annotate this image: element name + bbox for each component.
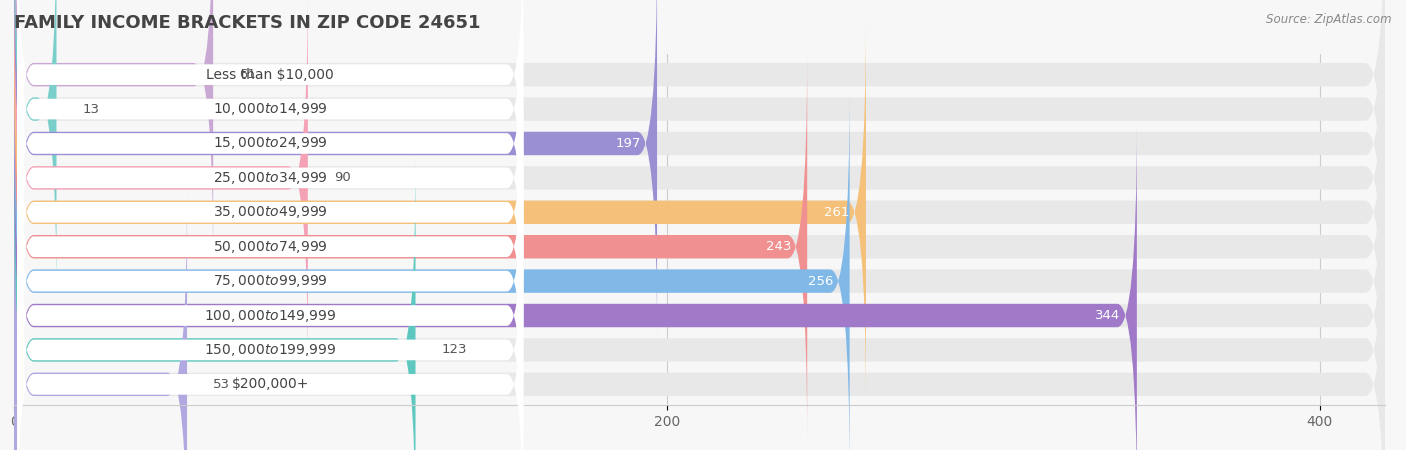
Text: 256: 256	[808, 274, 834, 288]
FancyBboxPatch shape	[14, 0, 657, 338]
FancyBboxPatch shape	[17, 50, 523, 374]
FancyBboxPatch shape	[17, 223, 523, 450]
Text: 90: 90	[335, 171, 350, 184]
Text: 123: 123	[441, 343, 467, 356]
FancyBboxPatch shape	[14, 0, 1385, 338]
FancyBboxPatch shape	[14, 189, 187, 450]
Text: 53: 53	[214, 378, 231, 391]
Text: $75,000 to $99,999: $75,000 to $99,999	[212, 273, 328, 289]
FancyBboxPatch shape	[14, 155, 1385, 450]
Text: $15,000 to $24,999: $15,000 to $24,999	[212, 135, 328, 152]
FancyBboxPatch shape	[17, 85, 523, 409]
Text: $150,000 to $199,999: $150,000 to $199,999	[204, 342, 336, 358]
FancyBboxPatch shape	[17, 119, 523, 443]
FancyBboxPatch shape	[14, 121, 1137, 450]
FancyBboxPatch shape	[14, 0, 214, 270]
FancyBboxPatch shape	[14, 189, 1385, 450]
FancyBboxPatch shape	[14, 52, 807, 441]
FancyBboxPatch shape	[14, 0, 1385, 304]
FancyBboxPatch shape	[14, 0, 1385, 270]
FancyBboxPatch shape	[14, 52, 1385, 441]
Text: Source: ZipAtlas.com: Source: ZipAtlas.com	[1267, 14, 1392, 27]
Text: 61: 61	[239, 68, 256, 81]
FancyBboxPatch shape	[17, 0, 523, 271]
Text: 197: 197	[616, 137, 641, 150]
FancyBboxPatch shape	[14, 0, 56, 304]
FancyBboxPatch shape	[14, 18, 866, 407]
Text: $100,000 to $149,999: $100,000 to $149,999	[204, 307, 336, 324]
FancyBboxPatch shape	[14, 18, 1385, 407]
Text: $200,000+: $200,000+	[232, 378, 309, 392]
Text: 13: 13	[83, 103, 100, 116]
FancyBboxPatch shape	[17, 0, 523, 305]
Text: 261: 261	[824, 206, 849, 219]
FancyBboxPatch shape	[14, 86, 849, 450]
FancyBboxPatch shape	[14, 0, 1385, 373]
FancyBboxPatch shape	[17, 0, 523, 236]
Text: Less than $10,000: Less than $10,000	[207, 68, 335, 81]
Text: $25,000 to $34,999: $25,000 to $34,999	[212, 170, 328, 186]
FancyBboxPatch shape	[14, 0, 308, 373]
Text: $35,000 to $49,999: $35,000 to $49,999	[212, 204, 328, 220]
Text: 344: 344	[1095, 309, 1121, 322]
FancyBboxPatch shape	[14, 155, 416, 450]
FancyBboxPatch shape	[17, 154, 523, 450]
FancyBboxPatch shape	[14, 86, 1385, 450]
Text: $50,000 to $74,999: $50,000 to $74,999	[212, 238, 328, 255]
FancyBboxPatch shape	[17, 188, 523, 450]
Text: $10,000 to $14,999: $10,000 to $14,999	[212, 101, 328, 117]
FancyBboxPatch shape	[17, 16, 523, 340]
Text: FAMILY INCOME BRACKETS IN ZIP CODE 24651: FAMILY INCOME BRACKETS IN ZIP CODE 24651	[14, 14, 481, 32]
Text: 243: 243	[765, 240, 792, 253]
FancyBboxPatch shape	[14, 121, 1385, 450]
